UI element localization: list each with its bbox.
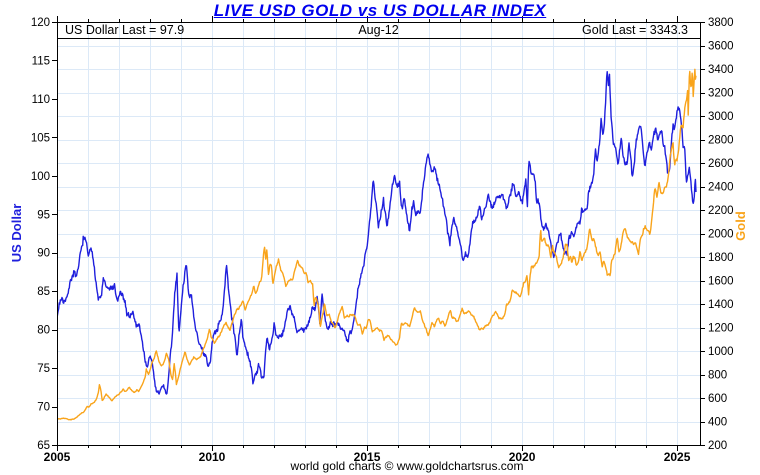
x-axis-tick-label: 2020 — [509, 450, 536, 464]
date-label: Aug-12 — [358, 23, 399, 37]
series-lines — [57, 68, 697, 421]
gold-last-value-label: Gold Last = 3343.3 — [582, 23, 688, 37]
left-axis-tick-label: 80 — [37, 325, 50, 337]
right-axis-tick-label: 600 — [708, 393, 727, 405]
left-axis-tick-label: 120 — [31, 17, 50, 29]
gridlines — [57, 22, 700, 445]
right-axis-tick-label: 3600 — [708, 41, 734, 53]
right-axis-tick-label: 800 — [708, 370, 727, 382]
right-axis-tick-label: 1200 — [708, 323, 734, 335]
x-axis-tick-label: 2010 — [199, 450, 226, 464]
right-axis-tick-label: 2200 — [708, 205, 734, 217]
left-axis-tick-label: 105 — [31, 132, 50, 144]
right-axis-tick-label: 3800 — [708, 17, 734, 29]
page-title: LIVE USD GOLD vs US DOLLAR INDEX — [213, 1, 547, 20]
footer-credit: world gold charts © www.goldchartsrus.co… — [290, 459, 524, 473]
right-axis-tick-label: 3000 — [708, 111, 734, 123]
x-axis-tick-label: 2015 — [354, 450, 381, 464]
right-axis-tick-label: 400 — [708, 417, 727, 429]
left-axis-tick-label: 90 — [37, 248, 50, 260]
right-axis-tick-label: 1800 — [708, 252, 734, 264]
left-axis-title: US Dollar — [9, 203, 24, 263]
gold-series-line — [57, 68, 697, 421]
axis-ticks — [52, 16, 705, 451]
x-axis-tick-label: 2005 — [44, 450, 71, 464]
right-axis-tick-label: 2000 — [708, 229, 734, 241]
left-axis-tick-label: 95 — [37, 209, 50, 221]
right-axis-title: Gold — [733, 211, 748, 241]
right-axis-tick-label: 1600 — [708, 276, 734, 288]
right-axis-tick-label: 1000 — [708, 346, 734, 358]
right-axis-tick-label: 3400 — [708, 64, 734, 76]
right-axis-tick-label: 2400 — [708, 182, 734, 194]
usd-index-series-line — [57, 71, 697, 395]
left-axis-tick-label: 115 — [32, 55, 50, 67]
left-axis-tick-label: 65 — [37, 440, 50, 452]
axis-tick-labels: 65 70 75 80 85 90 95 100 105 110 115 120 200 400 600 80… — [31, 17, 734, 464]
left-axis-tick-label: 75 — [37, 363, 50, 375]
left-axis-tick-label: 70 — [37, 402, 50, 414]
right-axis-tick-label: 200 — [708, 440, 727, 452]
x-axis-tick-label: 2025 — [664, 450, 691, 464]
right-axis-tick-label: 2800 — [708, 135, 734, 147]
usd-last-value-label: US Dollar Last = 97.9 — [65, 23, 185, 37]
right-axis-tick-label: 1400 — [708, 299, 734, 311]
left-axis-tick-label: 100 — [31, 171, 50, 183]
right-axis-tick-label: 2600 — [708, 158, 734, 170]
left-axis-tick-label: 110 — [32, 94, 50, 106]
right-axis-tick-label: 3200 — [708, 88, 734, 100]
left-axis-tick-label: 85 — [37, 286, 50, 298]
